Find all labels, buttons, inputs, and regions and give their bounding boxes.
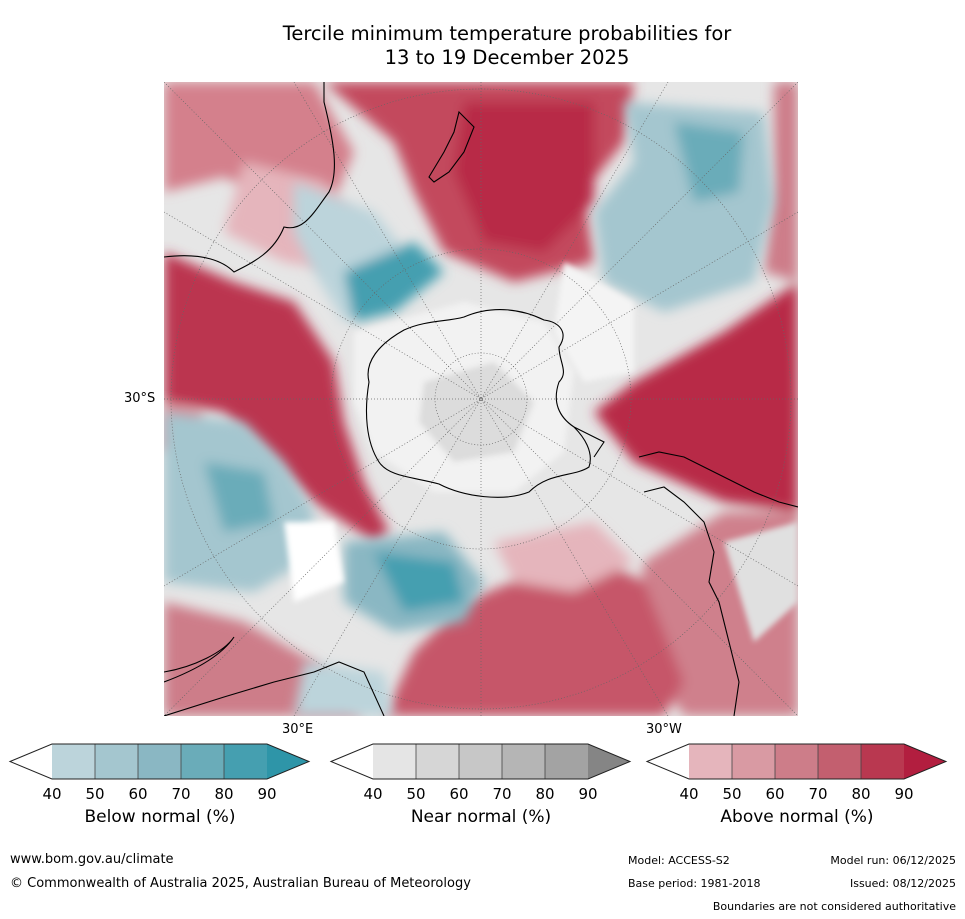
colorbar-segment (224, 744, 267, 779)
colorbar-near-normal-svg: 40 50 60 70 80 90 (329, 743, 632, 803)
title-line-2: 13 to 19 December 2025 (384, 46, 630, 69)
colorbar-extension-low (331, 744, 373, 779)
colorbar-above-normal: 40 50 60 70 80 90 Above normal (%) (645, 743, 948, 843)
colorbar-segment (775, 744, 818, 779)
colorbar-extension-high (267, 744, 309, 779)
colorbar-segment (181, 744, 224, 779)
colorbar-near-normal-label: Near normal (%) (410, 807, 552, 827)
colorbar-tick-label: 60 (128, 785, 147, 803)
longitude-label-30w: 30°W (646, 722, 682, 737)
colorbar-below-normal-label: Below normal (%) (84, 807, 236, 827)
colorbar-extension-high (904, 744, 946, 779)
colorbar-segment (138, 744, 181, 779)
colorbar-segment (416, 744, 459, 779)
coastlines (164, 82, 798, 716)
footer-url: www.bom.gov.au/climate (10, 852, 174, 867)
colorbar-tick-label: 70 (808, 785, 827, 803)
colorbar-segment (861, 744, 904, 779)
colorbar-segment (459, 744, 502, 779)
colorbar-segment (373, 744, 416, 779)
colorbar-tick-label: 40 (679, 785, 698, 803)
colorbar-tick-label: 50 (722, 785, 741, 803)
colorbar-segment (545, 744, 588, 779)
colorbar-segment (52, 744, 95, 779)
colorbar-tick-label: 50 (406, 785, 425, 803)
latitude-label-30s: 30°S (124, 391, 156, 406)
colorbar-tick-label: 80 (851, 785, 870, 803)
colorbar-below-normal-svg: 40 50 60 70 80 90 (8, 743, 311, 803)
colorbar-tick-label: 50 (85, 785, 104, 803)
colorbar-tick-label: 70 (492, 785, 511, 803)
colorbar-segment (502, 744, 545, 779)
colorbar-tick-label: 90 (894, 785, 913, 803)
longitude-label-30e: 30°E (282, 722, 314, 737)
colorbar-tick-label: 40 (42, 785, 61, 803)
colorbar-tick-label: 90 (257, 785, 276, 803)
colorbar-outline (8, 743, 311, 780)
colorbar-near-normal: 40 50 60 70 80 90 Near normal (%) (329, 743, 632, 843)
colorbar-outline (329, 743, 632, 780)
footer-model-run: Model run: 06/12/2025 (830, 854, 956, 867)
colorbar-above-normal-label: Above normal (%) (720, 807, 874, 827)
near-normal-regions (284, 262, 798, 642)
colorbar-below-normal: 40 50 60 70 80 90 Below normal (%) (8, 743, 311, 843)
below-normal-regions (164, 102, 774, 716)
colorbar-tick-label: 90 (578, 785, 597, 803)
colorbar-tick-label: 80 (535, 785, 554, 803)
colorbar-tick-label: 60 (765, 785, 784, 803)
footer-base-period: Base period: 1981-2018 (628, 877, 761, 890)
colorbar-tick-label: 70 (171, 785, 190, 803)
graticule (164, 82, 798, 716)
footer-model: Model: ACCESS-S2 (628, 854, 730, 867)
footer-copyright: © Commonwealth of Australia 2025, Austra… (10, 876, 471, 891)
colorbar-segment (689, 744, 732, 779)
colorbar-tick-label: 80 (214, 785, 233, 803)
colorbar-outline (645, 743, 948, 780)
probability-map (164, 82, 798, 716)
colorbar-extension-low (647, 744, 689, 779)
colorbar-tick-label: 60 (449, 785, 468, 803)
colorbar-extension-low (10, 744, 52, 779)
chart-title: Tercile minimum temperature probabilitie… (0, 22, 965, 70)
footer-disclaimer: Boundaries are not considered authoritat… (712, 900, 956, 913)
title-line-1: Tercile minimum temperature probabilitie… (282, 22, 732, 45)
footer-issued: Issued: 08/12/2025 (849, 877, 956, 890)
colorbar-above-normal-svg: 40 50 60 70 80 90 (645, 743, 948, 803)
colorbar-tick-label: 40 (363, 785, 382, 803)
colorbar-segment (818, 744, 861, 779)
colorbar-segment (732, 744, 775, 779)
colorbar-segment (95, 744, 138, 779)
colorbar-extension-high (588, 744, 630, 779)
